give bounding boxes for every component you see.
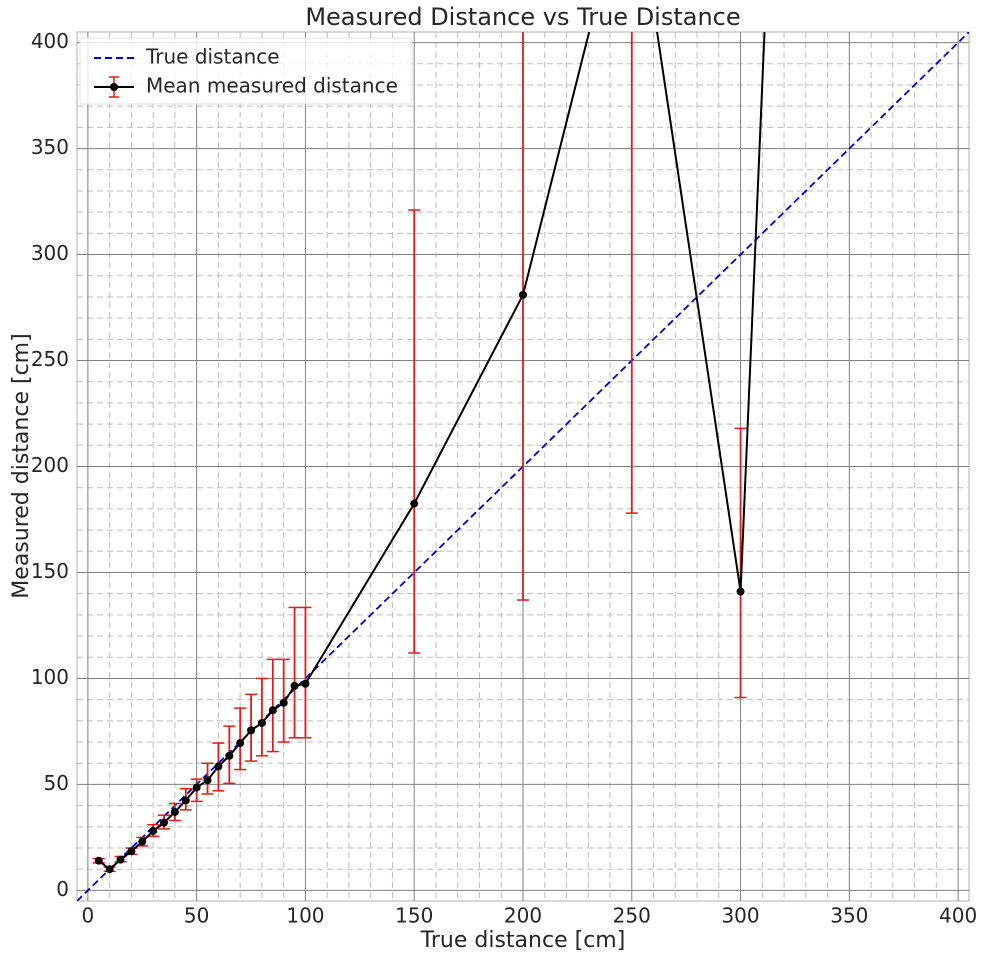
y-tick-label: 300	[31, 241, 69, 265]
plot-area	[77, 32, 969, 901]
error-bar	[408, 209, 421, 654]
x-tick-label: 150	[395, 904, 433, 928]
data-point	[279, 698, 288, 707]
data-point	[268, 706, 277, 715]
y-tick-label: 100	[31, 665, 69, 689]
y-tick-label: 0	[56, 877, 69, 901]
x-tick-label: 100	[286, 904, 324, 928]
error-bar	[234, 707, 247, 771]
legend-entry: Mean measured distance	[94, 74, 398, 98]
error-bar	[255, 677, 268, 757]
legend-entry: True distance	[94, 45, 280, 69]
error-bar	[288, 606, 301, 739]
error-bar	[517, 32, 529, 601]
data-point	[170, 807, 179, 816]
x-tick-label: 400	[939, 904, 977, 928]
y-tick-label: 50	[44, 771, 69, 795]
data-point	[257, 718, 266, 727]
error-bar	[266, 658, 279, 753]
data-point	[192, 783, 201, 792]
data-point	[181, 796, 190, 805]
error-bar	[734, 427, 747, 699]
x-tick-label: 350	[830, 904, 868, 928]
data-point	[519, 290, 527, 299]
legend-label: Mean measured distance	[146, 74, 398, 98]
y-tick-label: 200	[31, 453, 69, 477]
data-point	[116, 855, 125, 864]
data-point	[736, 587, 745, 596]
y-tick-label: 250	[31, 347, 69, 371]
error-bar	[625, 32, 638, 514]
data-point	[214, 762, 223, 771]
data-point	[301, 679, 310, 688]
data-point	[94, 856, 103, 865]
x-tick-label: 300	[721, 904, 759, 928]
data-point	[290, 681, 299, 690]
data-point	[225, 751, 234, 760]
x-tick-label: 250	[613, 904, 651, 928]
data-point	[149, 827, 158, 836]
x-tick-label: 0	[82, 904, 95, 928]
data-point	[160, 818, 169, 827]
error-bar	[299, 606, 312, 739]
y-tick-label: 400	[31, 29, 69, 53]
legend: True distance Mean measured distance	[79, 37, 413, 105]
x-tick-label: 50	[184, 904, 209, 928]
y-axis-label: Measured distance [cm]	[9, 333, 34, 598]
ticks: 0 50 100 150 200 250 300 350 400 0 50 100 150 200 250 3…	[31, 29, 977, 927]
y-tick-label: 350	[31, 135, 69, 159]
legend-box	[79, 37, 413, 105]
data-point	[203, 776, 212, 785]
data-point	[105, 865, 114, 874]
data-point	[138, 837, 147, 846]
legend-label: True distance	[145, 45, 280, 69]
legend-marker	[110, 83, 118, 91]
y-tick-label: 150	[31, 559, 69, 583]
data-point	[127, 847, 136, 856]
data-point	[236, 739, 245, 748]
data-point	[247, 726, 256, 735]
x-tick-label: 200	[504, 904, 542, 928]
chart-title: Measured Distance vs True Distance	[305, 3, 740, 31]
x-axis-label: True distance [cm]	[420, 928, 626, 953]
data-point	[410, 499, 419, 508]
